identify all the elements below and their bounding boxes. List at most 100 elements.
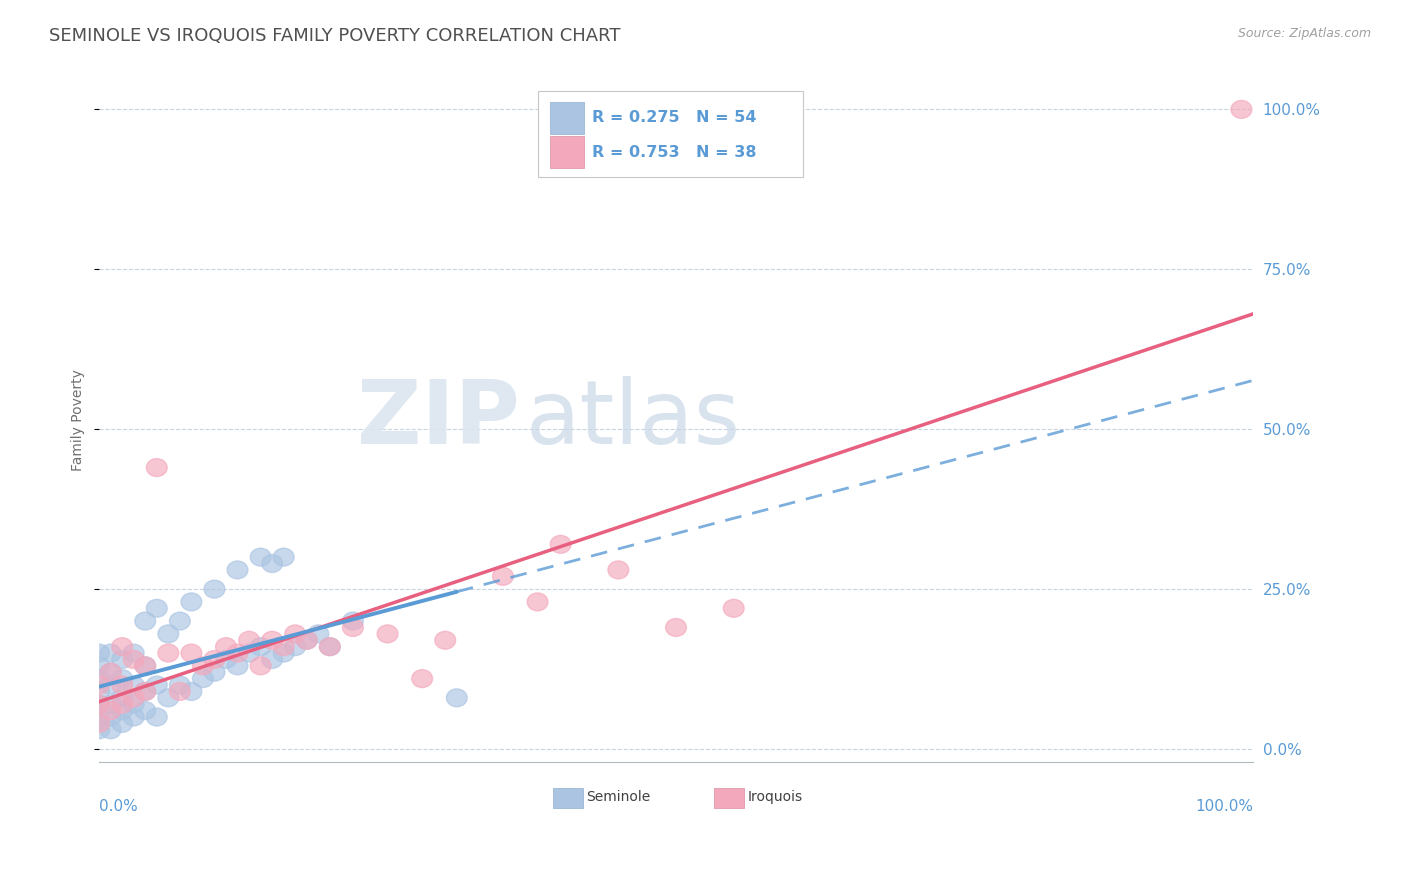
Ellipse shape — [319, 638, 340, 656]
Ellipse shape — [146, 458, 167, 476]
Ellipse shape — [89, 721, 110, 739]
Text: R = 0.275: R = 0.275 — [592, 110, 679, 125]
FancyBboxPatch shape — [537, 91, 803, 177]
Text: 0.0%: 0.0% — [98, 799, 138, 814]
Ellipse shape — [100, 702, 121, 720]
Ellipse shape — [193, 670, 214, 688]
FancyBboxPatch shape — [550, 102, 583, 134]
Ellipse shape — [111, 689, 132, 706]
Ellipse shape — [170, 676, 190, 694]
Ellipse shape — [135, 682, 156, 700]
Ellipse shape — [157, 689, 179, 706]
Ellipse shape — [100, 644, 121, 662]
Text: N = 54: N = 54 — [696, 110, 756, 125]
Text: Source: ZipAtlas.com: Source: ZipAtlas.com — [1237, 27, 1371, 40]
Ellipse shape — [146, 708, 167, 726]
Ellipse shape — [434, 632, 456, 649]
Ellipse shape — [89, 644, 110, 662]
Text: 100.0%: 100.0% — [1195, 799, 1253, 814]
Ellipse shape — [273, 644, 294, 662]
Ellipse shape — [111, 670, 132, 688]
Ellipse shape — [111, 650, 132, 668]
Ellipse shape — [111, 638, 132, 656]
Ellipse shape — [239, 644, 260, 662]
Ellipse shape — [100, 664, 121, 681]
Ellipse shape — [262, 650, 283, 668]
Ellipse shape — [193, 657, 214, 675]
Ellipse shape — [124, 689, 143, 706]
Ellipse shape — [607, 561, 628, 579]
Ellipse shape — [377, 625, 398, 643]
Ellipse shape — [157, 625, 179, 643]
Ellipse shape — [215, 638, 236, 656]
Text: N = 38: N = 38 — [696, 145, 756, 161]
Ellipse shape — [157, 644, 179, 662]
Ellipse shape — [297, 632, 318, 649]
Ellipse shape — [250, 657, 271, 675]
Ellipse shape — [308, 625, 329, 643]
Ellipse shape — [89, 657, 110, 675]
Ellipse shape — [215, 650, 236, 668]
Ellipse shape — [100, 676, 121, 694]
Ellipse shape — [204, 664, 225, 681]
Ellipse shape — [181, 682, 202, 700]
Ellipse shape — [273, 638, 294, 656]
Ellipse shape — [181, 644, 202, 662]
FancyBboxPatch shape — [550, 136, 583, 168]
Ellipse shape — [262, 632, 283, 649]
FancyBboxPatch shape — [714, 788, 744, 807]
Ellipse shape — [100, 664, 121, 681]
Ellipse shape — [723, 599, 744, 617]
Ellipse shape — [135, 702, 156, 720]
Ellipse shape — [343, 618, 363, 636]
Text: ZIP: ZIP — [357, 376, 520, 463]
Ellipse shape — [273, 549, 294, 566]
Ellipse shape — [550, 535, 571, 553]
Ellipse shape — [124, 708, 143, 726]
Text: atlas: atlas — [526, 376, 741, 463]
Ellipse shape — [297, 632, 318, 649]
Ellipse shape — [89, 682, 110, 700]
Ellipse shape — [89, 676, 110, 694]
Ellipse shape — [111, 714, 132, 732]
Ellipse shape — [100, 695, 121, 714]
Ellipse shape — [89, 695, 110, 714]
Text: SEMINOLE VS IROQUOIS FAMILY POVERTY CORRELATION CHART: SEMINOLE VS IROQUOIS FAMILY POVERTY CORR… — [49, 27, 620, 45]
Ellipse shape — [111, 695, 132, 714]
Ellipse shape — [124, 695, 143, 714]
Ellipse shape — [170, 612, 190, 630]
Ellipse shape — [146, 676, 167, 694]
Ellipse shape — [135, 657, 156, 675]
Ellipse shape — [181, 593, 202, 611]
Ellipse shape — [89, 670, 110, 688]
Ellipse shape — [100, 721, 121, 739]
Ellipse shape — [135, 682, 156, 700]
Ellipse shape — [228, 561, 247, 579]
Ellipse shape — [204, 580, 225, 598]
Ellipse shape — [285, 625, 305, 643]
Ellipse shape — [170, 682, 190, 700]
Ellipse shape — [527, 593, 548, 611]
Ellipse shape — [250, 638, 271, 656]
Ellipse shape — [319, 638, 340, 656]
Ellipse shape — [665, 618, 686, 636]
Text: R = 0.753: R = 0.753 — [592, 145, 679, 161]
Ellipse shape — [89, 714, 110, 732]
Ellipse shape — [146, 599, 167, 617]
Text: Seminole: Seminole — [586, 790, 650, 805]
Ellipse shape — [135, 612, 156, 630]
Ellipse shape — [100, 708, 121, 726]
Ellipse shape — [124, 644, 143, 662]
Ellipse shape — [412, 670, 433, 688]
Text: Iroquois: Iroquois — [748, 790, 803, 805]
Ellipse shape — [124, 650, 143, 668]
Ellipse shape — [492, 567, 513, 585]
Ellipse shape — [204, 650, 225, 668]
Ellipse shape — [228, 657, 247, 675]
Ellipse shape — [89, 695, 110, 714]
Ellipse shape — [262, 555, 283, 573]
Ellipse shape — [285, 638, 305, 656]
Ellipse shape — [135, 657, 156, 675]
Ellipse shape — [124, 676, 143, 694]
Ellipse shape — [111, 676, 132, 694]
